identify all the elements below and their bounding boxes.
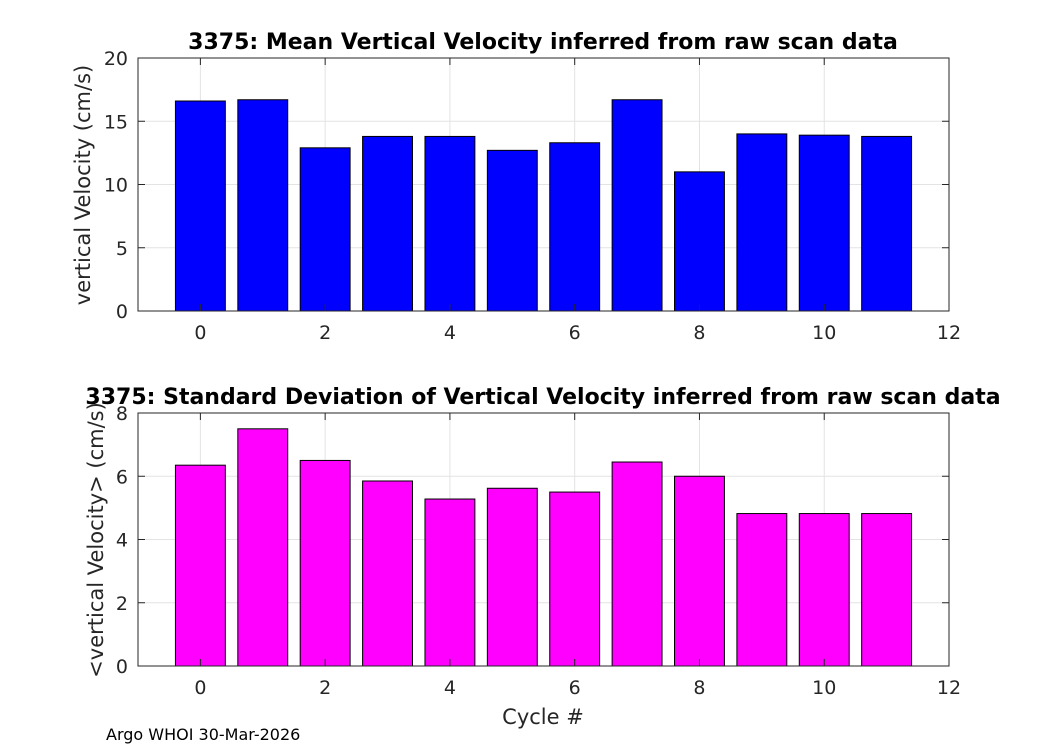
bar (424, 498, 476, 667)
y-axis-label: <vertical Velocity> (cm/s) (84, 402, 108, 678)
bar (486, 149, 538, 312)
bar (174, 100, 226, 312)
y-tick-label: 4 (116, 530, 128, 552)
bar (424, 135, 476, 312)
bar (736, 513, 788, 667)
ticks: 0 2 4 6 8 10 12 0 5 10 15 20 (104, 48, 961, 344)
x-tick-label: 10 (812, 322, 836, 344)
x-axis-label: Cycle # (502, 705, 584, 729)
bar (549, 491, 601, 667)
bars (174, 99, 913, 312)
ticks: 0 2 4 6 8 10 12 0 2 4 6 8 (116, 403, 961, 699)
y-tick-label: 10 (104, 175, 128, 197)
x-tick-label: 12 (937, 322, 961, 344)
footer-credit: Argo WHOI 30-Mar-2026 (106, 725, 301, 744)
bar (611, 461, 663, 667)
y-tick-label: 5 (116, 238, 128, 260)
x-tick-label: 2 (319, 322, 331, 344)
bar (299, 459, 351, 667)
bar (237, 428, 289, 667)
y-tick-label: 0 (116, 301, 128, 323)
bar (549, 142, 601, 312)
x-tick-label: 8 (693, 322, 705, 344)
x-tick-label: 6 (569, 322, 581, 344)
bar (674, 171, 725, 312)
y-axis-label: vertical Velocity (cm/s) (71, 65, 95, 305)
bar (674, 475, 725, 667)
x-tick-label: 4 (444, 322, 456, 344)
bar (299, 147, 351, 312)
x-tick-label: 0 (194, 322, 206, 344)
bar (861, 513, 913, 667)
bar (362, 135, 413, 312)
bar (798, 513, 850, 667)
bar (362, 480, 413, 667)
bar (736, 133, 788, 312)
y-tick-label: 6 (116, 466, 128, 488)
bar (861, 135, 913, 312)
mean-velocity-chart: 3375: Mean Vertical Velocity inferred fr… (71, 30, 961, 344)
bar (486, 487, 538, 667)
x-tick-label: 6 (569, 677, 581, 699)
y-tick-label: 0 (116, 656, 128, 678)
bars (174, 428, 913, 667)
bar (798, 134, 850, 312)
y-tick-label: 8 (116, 403, 128, 425)
x-tick-label: 4 (444, 677, 456, 699)
bar (174, 464, 226, 667)
chart-title: 3375: Mean Vertical Velocity inferred fr… (188, 30, 898, 55)
y-tick-label: 2 (116, 593, 128, 615)
x-tick-label: 2 (319, 677, 331, 699)
x-tick-label: 8 (693, 677, 705, 699)
x-tick-label: 10 (812, 677, 836, 699)
x-tick-label: 12 (937, 677, 961, 699)
x-tick-label: 0 (194, 677, 206, 699)
y-tick-label: 15 (104, 111, 128, 133)
chart-title: 3375: Standard Deviation of Vertical Vel… (85, 385, 1000, 410)
std-velocity-chart: 3375: Standard Deviation of Vertical Vel… (84, 385, 1001, 729)
bar (237, 99, 289, 312)
bar (611, 99, 663, 312)
y-tick-label: 20 (104, 48, 128, 70)
